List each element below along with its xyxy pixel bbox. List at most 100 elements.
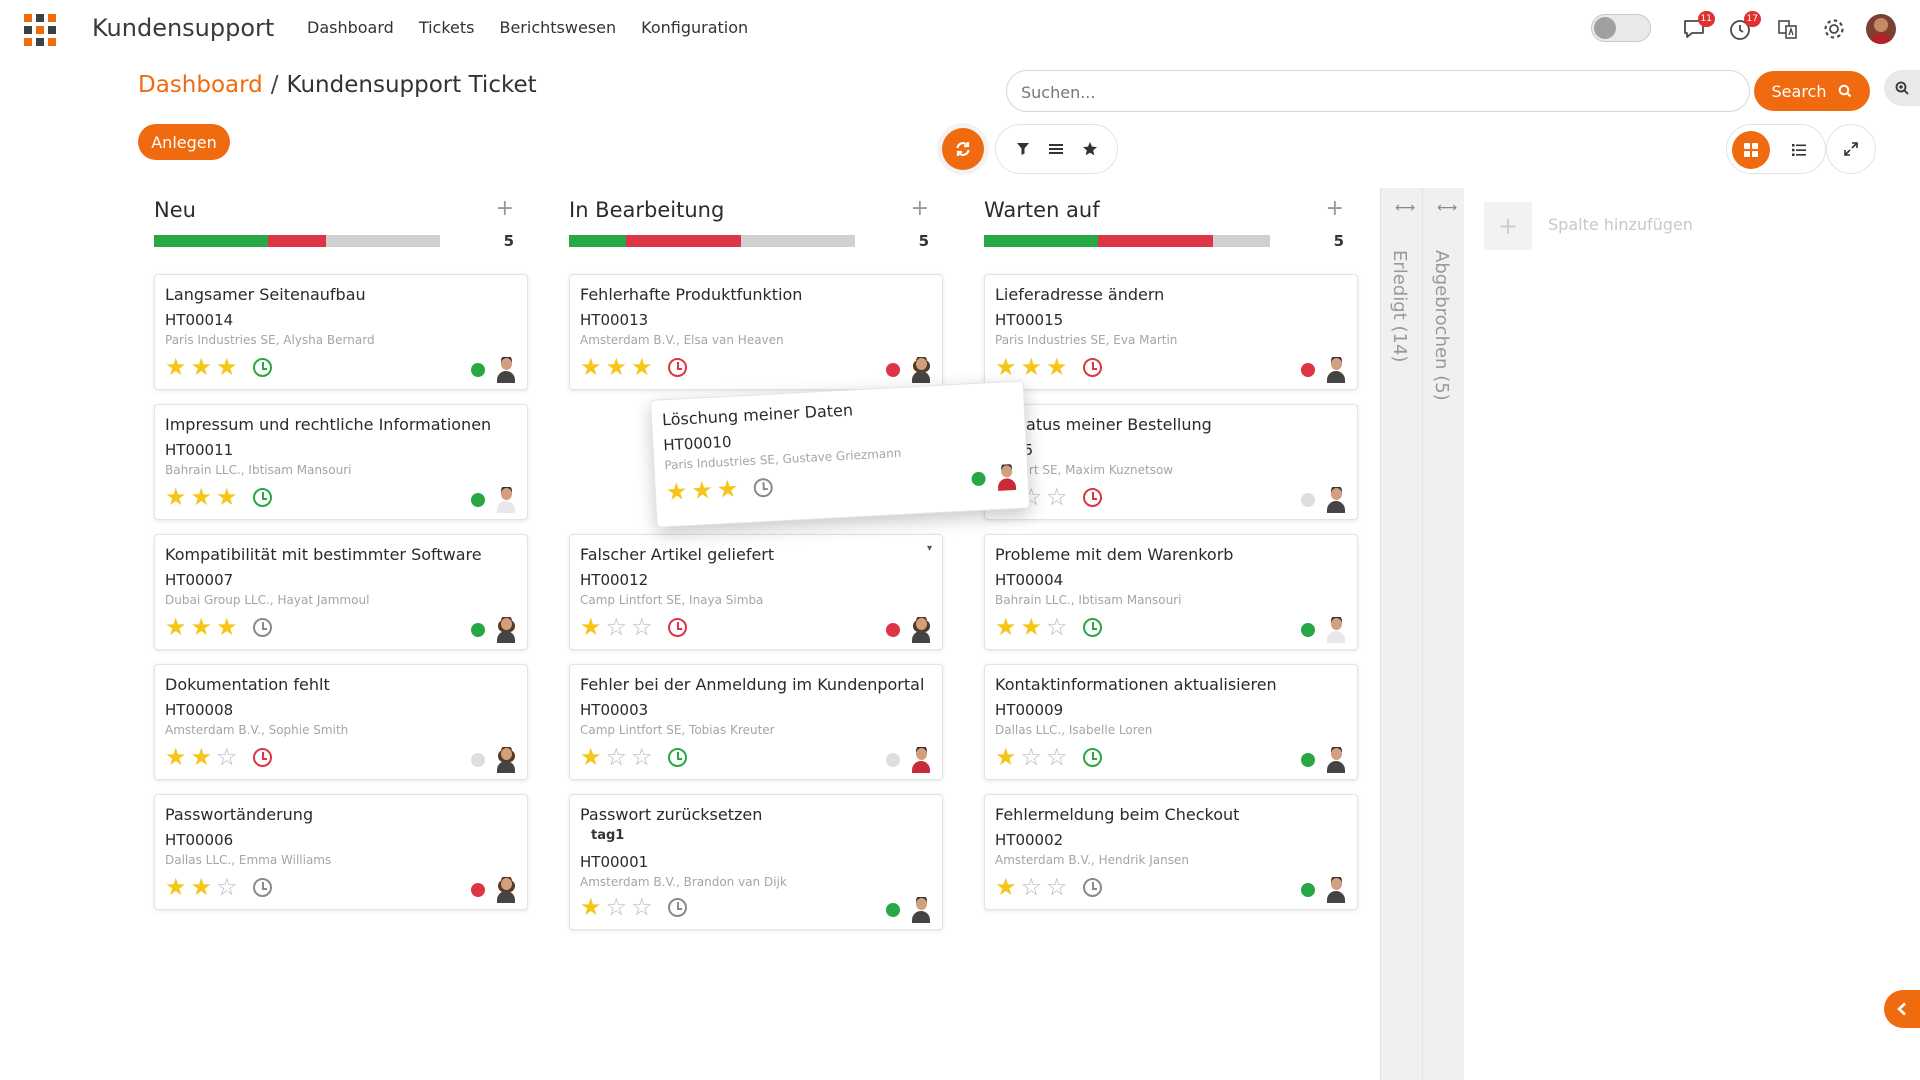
star-icon[interactable]: ★: [716, 474, 740, 504]
chevron-left-icon[interactable]: [1884, 990, 1920, 1028]
star-icon[interactable]: ★: [580, 613, 602, 641]
status-dot[interactable]: [1301, 753, 1315, 767]
star-icon[interactable]: ★: [190, 613, 213, 641]
star-icon[interactable]: ★: [995, 743, 1017, 771]
priority-stars[interactable]: ★☆☆: [580, 615, 653, 639]
star-icon[interactable]: ☆: [1046, 483, 1068, 511]
star-icon[interactable]: ★: [165, 743, 187, 771]
activity-clock-icon[interactable]: [668, 618, 687, 637]
status-dot[interactable]: [471, 883, 485, 897]
star-icon[interactable]: ★: [690, 475, 714, 505]
activity-clock-icon[interactable]: [753, 477, 774, 498]
add-column-icon[interactable]: +: [1484, 202, 1532, 250]
activity-clock-icon[interactable]: [1083, 488, 1102, 507]
progress-green-segment[interactable]: [154, 235, 269, 247]
app-title[interactable]: Kundensupport: [92, 14, 275, 42]
star-icon[interactable]: ★: [631, 353, 653, 381]
activity-clock-icon[interactable]: [253, 488, 272, 507]
progress-green-segment[interactable]: [569, 235, 627, 247]
column-progress-bar[interactable]: [984, 235, 1270, 247]
star-icon[interactable]: ★: [665, 477, 689, 507]
star-icon[interactable]: ★: [580, 743, 602, 771]
add-card-icon[interactable]: +: [495, 196, 514, 221]
status-dot[interactable]: [1301, 883, 1315, 897]
activity-clock-icon[interactable]: [1083, 748, 1102, 767]
status-dot[interactable]: [471, 493, 485, 507]
star-icon[interactable]: ☆: [1046, 743, 1068, 771]
star-icon[interactable]: ☆: [216, 873, 238, 901]
filter-icon[interactable]: [1012, 138, 1034, 160]
ticket-card[interactable]: Impressum und rechtliche Informationen HT…: [154, 404, 528, 520]
star-icon[interactable]: ★: [580, 893, 602, 921]
activity-clock-icon[interactable]: [668, 748, 687, 767]
priority-stars[interactable]: ★ ★ ★: [165, 485, 238, 509]
ticket-card[interactable]: Fehler bei der Anmeldung im Kundenportal…: [569, 664, 943, 780]
priority-stars[interactable]: ★☆☆: [995, 745, 1068, 769]
progress-red-segment[interactable]: [1098, 235, 1213, 247]
activity-clock-icon[interactable]: [253, 878, 272, 897]
ticket-card[interactable]: Fehlermeldung beim Checkout HT00002 Amster…: [984, 794, 1358, 910]
star-icon[interactable]: ☆: [1020, 743, 1043, 771]
ticket-card[interactable]: Lieferadresse ändern HT00015 Paris Industr…: [984, 274, 1358, 390]
folded-column-abgebrochen[interactable]: ⟷ Abgebrochen (5): [1422, 188, 1464, 1080]
priority-stars[interactable]: ★ ★ ★: [165, 615, 238, 639]
create-button[interactable]: Anlegen: [138, 124, 230, 160]
priority-stars[interactable]: ★☆☆: [580, 745, 653, 769]
list-view-icon[interactable]: [1780, 131, 1818, 169]
star-icon[interactable]: ☆: [216, 743, 238, 771]
theme-toggle[interactable]: [1591, 14, 1651, 42]
star-icon[interactable]: ★: [1046, 353, 1068, 381]
star-icon[interactable]: ★: [190, 873, 213, 901]
status-dot[interactable]: [886, 623, 900, 637]
star-icon[interactable]: ★: [995, 353, 1017, 381]
folded-column-erledigt[interactable]: ⟷ Erledigt (14): [1380, 188, 1422, 1080]
status-dot[interactable]: [471, 363, 485, 377]
ticket-card[interactable]: erstatus meiner Bestellung0005Lintfort S…: [984, 404, 1358, 520]
status-dot[interactable]: [471, 623, 485, 637]
star-icon[interactable]: ★: [995, 873, 1017, 901]
star-icon[interactable]: ☆: [605, 893, 628, 921]
menu-item-tickets[interactable]: Tickets: [418, 18, 475, 37]
activity-clock-icon[interactable]: [668, 898, 687, 917]
progress-red-segment[interactable]: [268, 235, 326, 247]
star-icon[interactable]: ★: [216, 483, 238, 511]
menu-item-configuration[interactable]: Konfiguration: [641, 18, 749, 37]
priority-stars[interactable]: ★ ★ ★: [995, 355, 1068, 379]
search-panel-toggle-icon[interactable]: [1884, 70, 1920, 106]
status-dot[interactable]: [1301, 623, 1315, 637]
star-icon[interactable]: ★: [165, 873, 187, 901]
priority-stars[interactable]: ★ ★ ☆: [165, 875, 238, 899]
fullscreen-icon[interactable]: [1826, 124, 1876, 174]
activity-clock-icon[interactable]: [253, 748, 272, 767]
ticket-card[interactable]: Falscher Artikel geliefert HT00012 Camp Li…: [569, 534, 943, 650]
star-icon[interactable]: ★: [165, 613, 187, 641]
status-dot[interactable]: [1301, 493, 1315, 507]
ticket-card[interactable]: Passwortänderung HT00006 Dallas LLC., Emma…: [154, 794, 528, 910]
star-icon[interactable]: ☆: [605, 613, 628, 641]
breadcrumb-dashboard-link[interactable]: Dashboard: [138, 72, 263, 98]
activity-clock-icon[interactable]: [1083, 358, 1102, 377]
progress-green-segment[interactable]: [984, 235, 1099, 247]
favorites-star-icon[interactable]: [1079, 138, 1101, 160]
star-icon[interactable]: ★: [190, 743, 213, 771]
gear-icon[interactable]: [1821, 16, 1847, 42]
progress-red-segment[interactable]: [626, 235, 741, 247]
status-dot[interactable]: [886, 363, 900, 377]
star-icon[interactable]: ☆: [631, 893, 653, 921]
status-dot[interactable]: [1301, 363, 1315, 377]
priority-stars[interactable]: ★☆☆: [580, 895, 653, 919]
activity-clock-icon[interactable]: [668, 358, 687, 377]
star-icon[interactable]: ★: [190, 483, 213, 511]
star-icon[interactable]: ★: [216, 613, 238, 641]
menu-item-dashboard[interactable]: Dashboard: [307, 18, 394, 37]
activities-icon[interactable]: 17: [1727, 11, 1761, 42]
user-avatar[interactable]: [1866, 14, 1896, 44]
kanban-view-icon[interactable]: [1732, 131, 1770, 169]
status-dot[interactable]: [886, 903, 900, 917]
search-input[interactable]: [1021, 79, 1581, 105]
dragging-ticket-card[interactable]: Löschung meiner Daten HT00010 Paris Indust…: [650, 380, 1031, 528]
ticket-card[interactable]: Fehlerhafte Produktfunktion HT00013 Amster…: [569, 274, 943, 390]
star-icon[interactable]: ☆: [631, 613, 653, 641]
ticket-card[interactable]: Kompatibilität mit bestimmter Software HT…: [154, 534, 528, 650]
messages-icon[interactable]: 11: [1681, 11, 1715, 42]
